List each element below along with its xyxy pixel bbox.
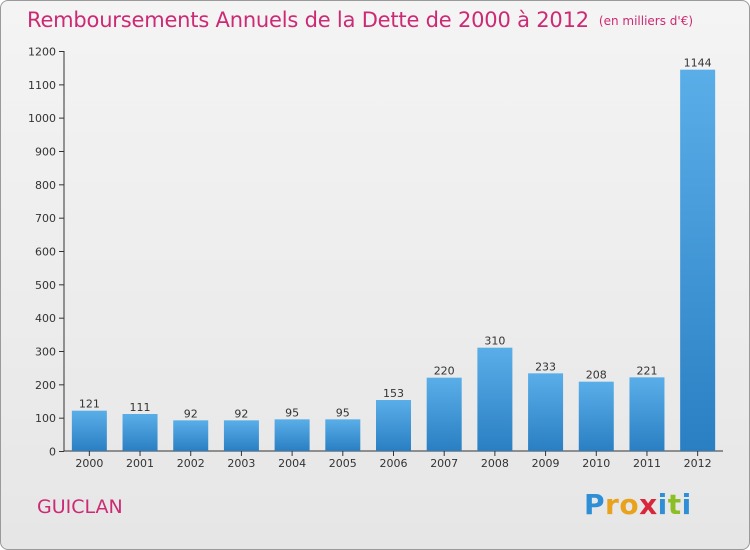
y-tick-label: 900 (35, 146, 56, 159)
value-label: 310 (484, 335, 505, 348)
y-tick-label: 100 (35, 412, 56, 425)
x-tick-label: 2012 (684, 457, 712, 470)
y-tick-label: 700 (35, 212, 56, 225)
x-tick-label: 2004 (278, 457, 306, 470)
logo-letter: x (639, 488, 658, 521)
x-tick-label: 2006 (380, 457, 408, 470)
bar (274, 419, 310, 451)
y-tick-label: 1100 (28, 79, 56, 92)
y-tick-label: 600 (35, 246, 56, 259)
value-labels: 121 111 92 92 95 95 153 220 310 233 208 221 1144 (79, 57, 712, 421)
bar (629, 377, 665, 451)
x-tick-label: 2010 (582, 457, 610, 470)
bar (173, 420, 209, 451)
x-tick-label: 2000 (75, 457, 103, 470)
bar (528, 373, 564, 451)
value-label: 208 (586, 369, 607, 382)
value-label: 233 (535, 360, 556, 373)
bars (71, 69, 716, 452)
bar (71, 410, 107, 451)
value-label: 92 (184, 407, 198, 420)
x-tick-label: 2009 (532, 457, 560, 470)
y-tick-label: 0 (49, 446, 56, 459)
logo-letter: r (605, 488, 620, 521)
x-tick-label: 2003 (227, 457, 255, 470)
logo-letter: i (657, 488, 668, 521)
bar (680, 69, 716, 452)
bar (578, 381, 614, 451)
y-tick-label: 800 (35, 179, 56, 192)
axes: 0 100 200 300 400 500 600 700 800 900 1000 1100 1200… (28, 46, 723, 470)
proxiti-logo: Proxiti (584, 488, 692, 521)
x-tick-label: 2001 (126, 457, 154, 470)
bar (325, 419, 361, 451)
y-tick-label: 400 (35, 312, 56, 325)
y-tick-label: 500 (35, 279, 56, 292)
value-label: 95 (336, 406, 350, 419)
value-label: 220 (434, 365, 455, 378)
value-label: 1144 (684, 57, 712, 70)
logo-letter: i (681, 488, 692, 521)
chart-title-row: Remboursements Annuels de la Dette de 20… (27, 8, 693, 32)
chart-title: Remboursements Annuels de la Dette de 20… (27, 8, 589, 32)
x-tick-label: 2002 (177, 457, 205, 470)
commune-name: GUICLAN (37, 496, 123, 518)
value-label: 95 (285, 406, 299, 419)
y-tick-label: 1200 (28, 46, 56, 59)
x-tick-label: 2008 (481, 457, 509, 470)
y-tick-label: 1000 (28, 112, 56, 125)
bar (223, 420, 259, 451)
x-tick-label: 2011 (633, 457, 661, 470)
value-label: 153 (383, 387, 404, 400)
chart-unit: (en milliers d'€) (598, 14, 694, 28)
bar (477, 347, 513, 451)
x-tick-label: 2007 (430, 457, 458, 470)
value-label: 121 (79, 398, 100, 411)
bar (426, 377, 462, 451)
logo-letter: o (619, 488, 640, 521)
logo-letter: P (584, 488, 606, 521)
logo-letter: t (667, 488, 682, 521)
y-tick-label: 300 (35, 346, 56, 359)
y-tick-label: 200 (35, 379, 56, 392)
value-label: 111 (130, 401, 151, 414)
x-tick-label: 2005 (329, 457, 357, 470)
bar (376, 400, 411, 451)
bar (122, 414, 158, 451)
value-label: 92 (234, 407, 248, 420)
value-label: 221 (636, 364, 657, 377)
